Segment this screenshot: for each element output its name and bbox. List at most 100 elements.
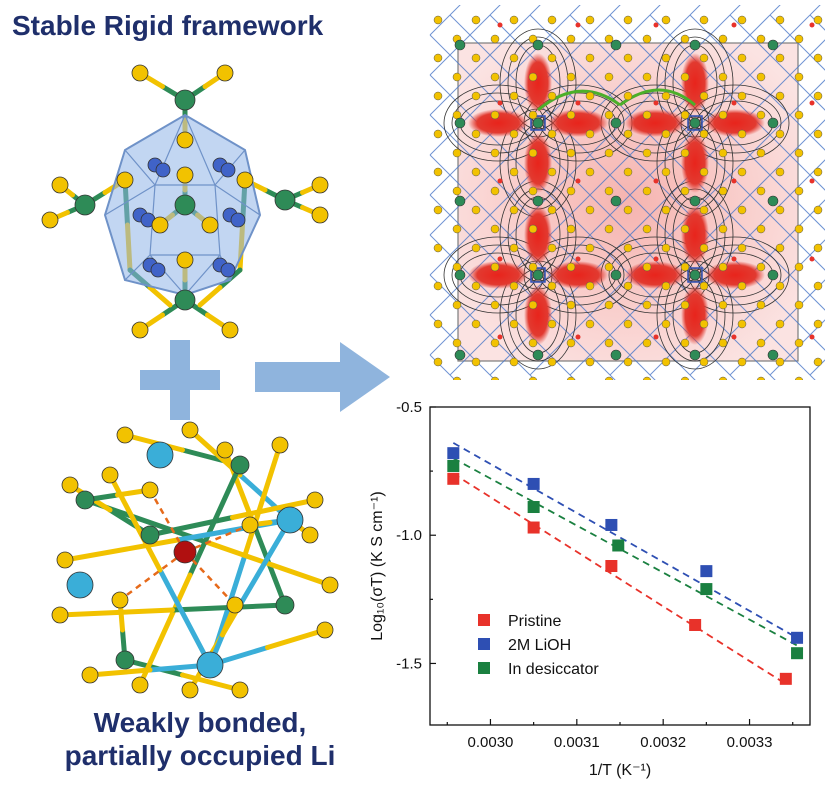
- lattice-bond: [809, 199, 825, 216]
- lattice-bond: [569, 54, 591, 76]
- sulfur-atom: [623, 281, 633, 291]
- sulfur-atom: [813, 129, 823, 139]
- sulfur-atom: [604, 110, 614, 120]
- sulfur-atom: [433, 129, 443, 139]
- lattice-bond: [589, 34, 611, 56]
- lattice-bond: [709, 14, 731, 36]
- sulfur-atom: [813, 15, 823, 25]
- li-s-contact: [148, 489, 187, 553]
- lattice-bond: [489, 34, 511, 56]
- sulfur-atom: [490, 148, 500, 158]
- sulfur-atom: [718, 376, 728, 380]
- lattice-bond: [549, 134, 571, 156]
- sulfur-atom: [585, 53, 595, 63]
- lattice-bond: [429, 254, 451, 276]
- lattice-bond: [589, 174, 611, 196]
- oxygen-atom: [497, 256, 503, 262]
- oxygen-atom: [653, 334, 659, 340]
- sulfur-atom: [490, 186, 500, 196]
- sulfur-atom: [528, 376, 538, 380]
- lattice-bond: [489, 314, 511, 336]
- lattice-bond: [729, 5, 741, 16]
- sulfur-atom: [231, 681, 249, 699]
- lattice-bond: [449, 314, 471, 336]
- sulfur-atom: [756, 262, 766, 272]
- sulfur-atom: [585, 15, 595, 25]
- crystal-lattice-illustration: [429, 5, 825, 380]
- oxygen-atom: [575, 256, 581, 262]
- li-site-marker: [687, 115, 703, 131]
- oxygen-atom: [653, 22, 659, 28]
- phosphorus-atom: [532, 117, 544, 129]
- lattice-bond: [729, 174, 751, 196]
- oxygen-atom: [653, 178, 659, 184]
- oxygen-atom: [809, 334, 815, 340]
- data-point: [527, 477, 540, 490]
- bond: [197, 285, 223, 308]
- phosphorus-atom: [532, 269, 544, 281]
- legend-label: Pristine: [508, 613, 561, 630]
- bond: [122, 432, 185, 453]
- sulfur-atom: [604, 262, 614, 272]
- data-point: [447, 472, 460, 485]
- lattice-bond: [529, 14, 551, 36]
- phosphorus-atom: [532, 349, 544, 361]
- lattice-bond: [789, 34, 811, 56]
- sulfur-atom: [566, 148, 576, 158]
- li-atom: [150, 262, 166, 278]
- lattice-bond: [469, 334, 491, 356]
- lattice-bond: [769, 14, 791, 36]
- lattice-bond: [489, 174, 511, 196]
- lattice-bond: [449, 5, 461, 16]
- density-contour: [608, 92, 702, 154]
- lattice-bond: [769, 5, 781, 16]
- sulfur-atom: [699, 243, 709, 253]
- phosphorus-atom: [174, 89, 196, 111]
- sulfur-atom: [547, 319, 557, 329]
- lattice-bond: [589, 154, 611, 176]
- sulfur-atom: [151, 216, 169, 234]
- lattice-bond: [449, 274, 471, 296]
- sulfur-atom: [490, 224, 500, 234]
- sulfur-atom: [433, 53, 443, 63]
- sulfur-atom: [680, 224, 690, 234]
- legend-swatch: [478, 662, 490, 674]
- lattice-bond: [769, 174, 791, 196]
- li-density-blob: [705, 109, 765, 137]
- sulfur-atom: [433, 319, 443, 329]
- sulfur-atom: [452, 148, 462, 158]
- sulfur-atom: [547, 53, 557, 63]
- lattice-bond: [609, 5, 621, 16]
- tick-labels: 0.0030 0.0031 0.0032 0.0033 -0.5 -1.0 -1.5: [396, 399, 772, 751]
- lattice-bond: [429, 114, 451, 136]
- sulfur-atom: [794, 72, 804, 82]
- bond: [180, 672, 243, 693]
- sulfur-atom: [661, 319, 671, 329]
- sulfur-atom: [61, 476, 79, 494]
- sulfur-atom: [718, 34, 728, 44]
- oxygen-atom: [731, 256, 737, 262]
- lattice-bond: [469, 174, 491, 196]
- lattice-bond: [609, 174, 631, 196]
- phosphorus-atom: [115, 650, 135, 670]
- sulfur-atom: [433, 15, 443, 25]
- sulfur-atom: [737, 91, 747, 101]
- lattice-bond: [649, 154, 671, 176]
- lattice-bond: [569, 354, 591, 376]
- data-point: [527, 521, 540, 534]
- fit-line: [452, 472, 787, 685]
- lattice-bond: [449, 354, 471, 376]
- sulfur-atom: [775, 281, 785, 291]
- lattice-bond: [809, 5, 821, 16]
- lattice-bond: [629, 174, 651, 196]
- lattice-bond: [669, 54, 691, 76]
- sulfur-atom: [661, 129, 671, 139]
- sulfur-atom: [528, 300, 538, 310]
- sulfur-atom: [680, 262, 690, 272]
- density-contour: [531, 92, 625, 154]
- hop-arrow: [537, 89, 621, 112]
- sulfur-atom: [321, 576, 339, 594]
- lattice-bond: [569, 314, 591, 336]
- lattice-bond: [429, 94, 451, 116]
- phosphorus-atom: [174, 289, 196, 311]
